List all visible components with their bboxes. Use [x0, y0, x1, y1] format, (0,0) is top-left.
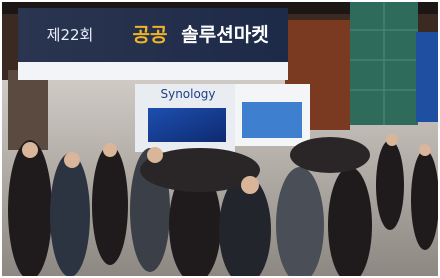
banner-edition: 제22회	[47, 26, 94, 44]
page: 제22회 공공 솔루션마켓 Synology (() => { const da…	[0, 0, 440, 278]
person	[50, 153, 90, 277]
head	[241, 176, 259, 194]
banner-title-b: 솔루션마켓	[181, 24, 268, 46]
person	[376, 140, 404, 230]
person	[92, 145, 128, 265]
booth-brand: Synology	[160, 87, 215, 101]
booth-screen	[148, 108, 226, 142]
person	[276, 167, 324, 278]
head	[147, 147, 163, 163]
head	[419, 144, 431, 156]
side-banner	[416, 32, 438, 122]
head	[386, 134, 398, 146]
crowd-back	[290, 137, 370, 173]
left-entrance	[8, 70, 48, 150]
person	[8, 140, 52, 278]
head	[64, 152, 80, 168]
banner-strip	[18, 62, 288, 80]
booth-screen	[242, 102, 302, 138]
head	[103, 143, 117, 157]
banner-title-a: 공공	[133, 24, 168, 46]
head	[22, 142, 38, 158]
person	[411, 150, 439, 250]
person	[328, 167, 372, 278]
photo: 제22회 공공 솔루션마켓 Synology	[0, 0, 440, 278]
